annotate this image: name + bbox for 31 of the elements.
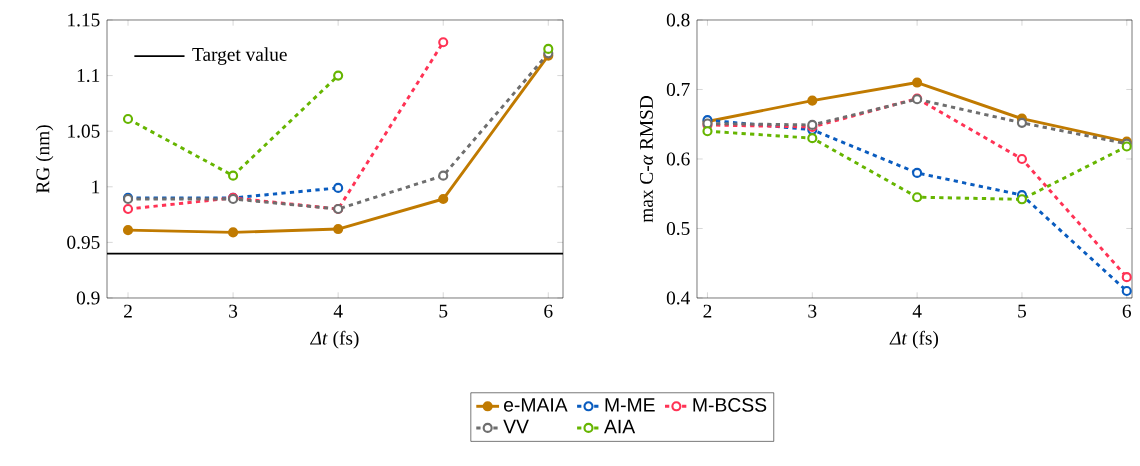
x-tick-label: 4 xyxy=(912,304,922,318)
y-tick-label: 0.9 xyxy=(76,291,100,305)
y-tick-label: 1 xyxy=(92,180,100,194)
y-tick-label: 1.15 xyxy=(68,13,100,27)
legend-label: VV xyxy=(503,419,529,434)
x-tick-label: 6 xyxy=(544,304,553,318)
y-axis-title: max C-α RMSD xyxy=(639,95,653,223)
legend-label: M-BCSS xyxy=(693,398,767,412)
x-axis-title: Δt (fs) xyxy=(889,330,939,349)
y-tick-label: 0.7 xyxy=(666,82,690,97)
x-tick-label: 2 xyxy=(124,304,132,318)
y-axis-title: RG (nm) xyxy=(35,125,54,194)
x-tick-label: 3 xyxy=(229,304,238,318)
y-tick-label: 0.5 xyxy=(666,221,690,236)
x-tick-label: 6 xyxy=(1122,304,1132,318)
x-tick-label: 5 xyxy=(1018,304,1027,318)
x-tick-label: 4 xyxy=(333,304,343,318)
y-tick-label: 0.6 xyxy=(666,152,690,166)
y-tick-label: 0.95 xyxy=(67,235,100,249)
x-axis-title: Δt (fs) xyxy=(309,330,359,349)
y-tick-label: 0.8 xyxy=(666,13,690,27)
y-tick-label: 0.4 xyxy=(666,291,690,305)
x-tick-label: 5 xyxy=(439,304,448,318)
x-tick-label: 3 xyxy=(808,304,817,318)
legend-label: M-ME xyxy=(605,398,655,412)
y-tick-label: 1.05 xyxy=(68,124,100,138)
legend-label: e-MAIA xyxy=(504,398,568,412)
legend-label: Target value xyxy=(192,47,287,65)
legend-label: AIA xyxy=(604,419,636,434)
y-tick-label: 1.1 xyxy=(77,69,100,83)
x-tick-label: 2 xyxy=(703,304,712,318)
